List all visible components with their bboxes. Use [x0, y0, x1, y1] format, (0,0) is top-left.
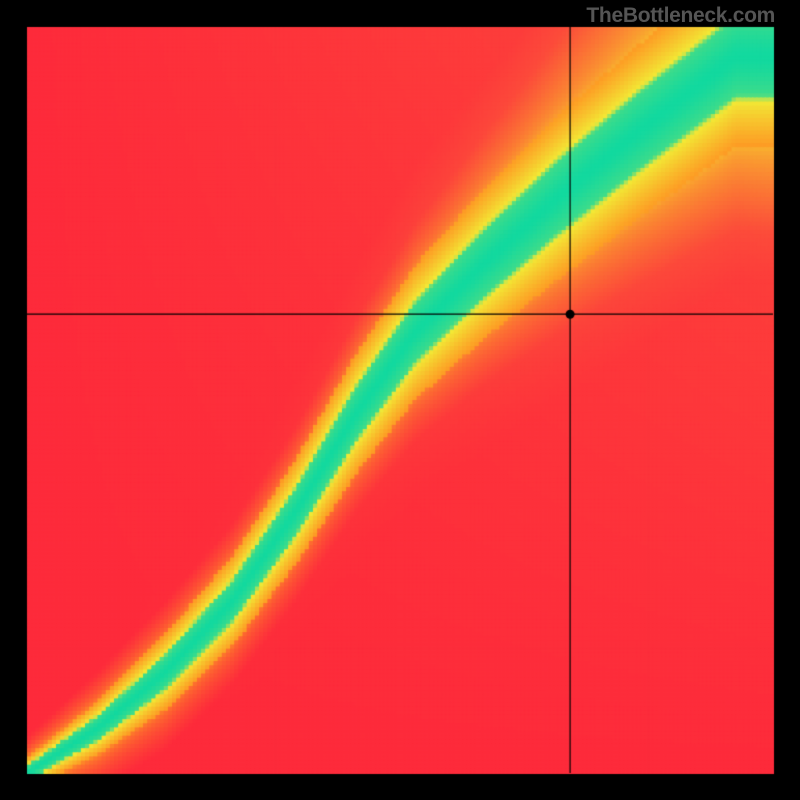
watermark-text: TheBottleneck.com: [586, 4, 775, 28]
heatmap-canvas: [0, 0, 800, 800]
chart-container: TheBottleneck.com: [0, 0, 800, 800]
